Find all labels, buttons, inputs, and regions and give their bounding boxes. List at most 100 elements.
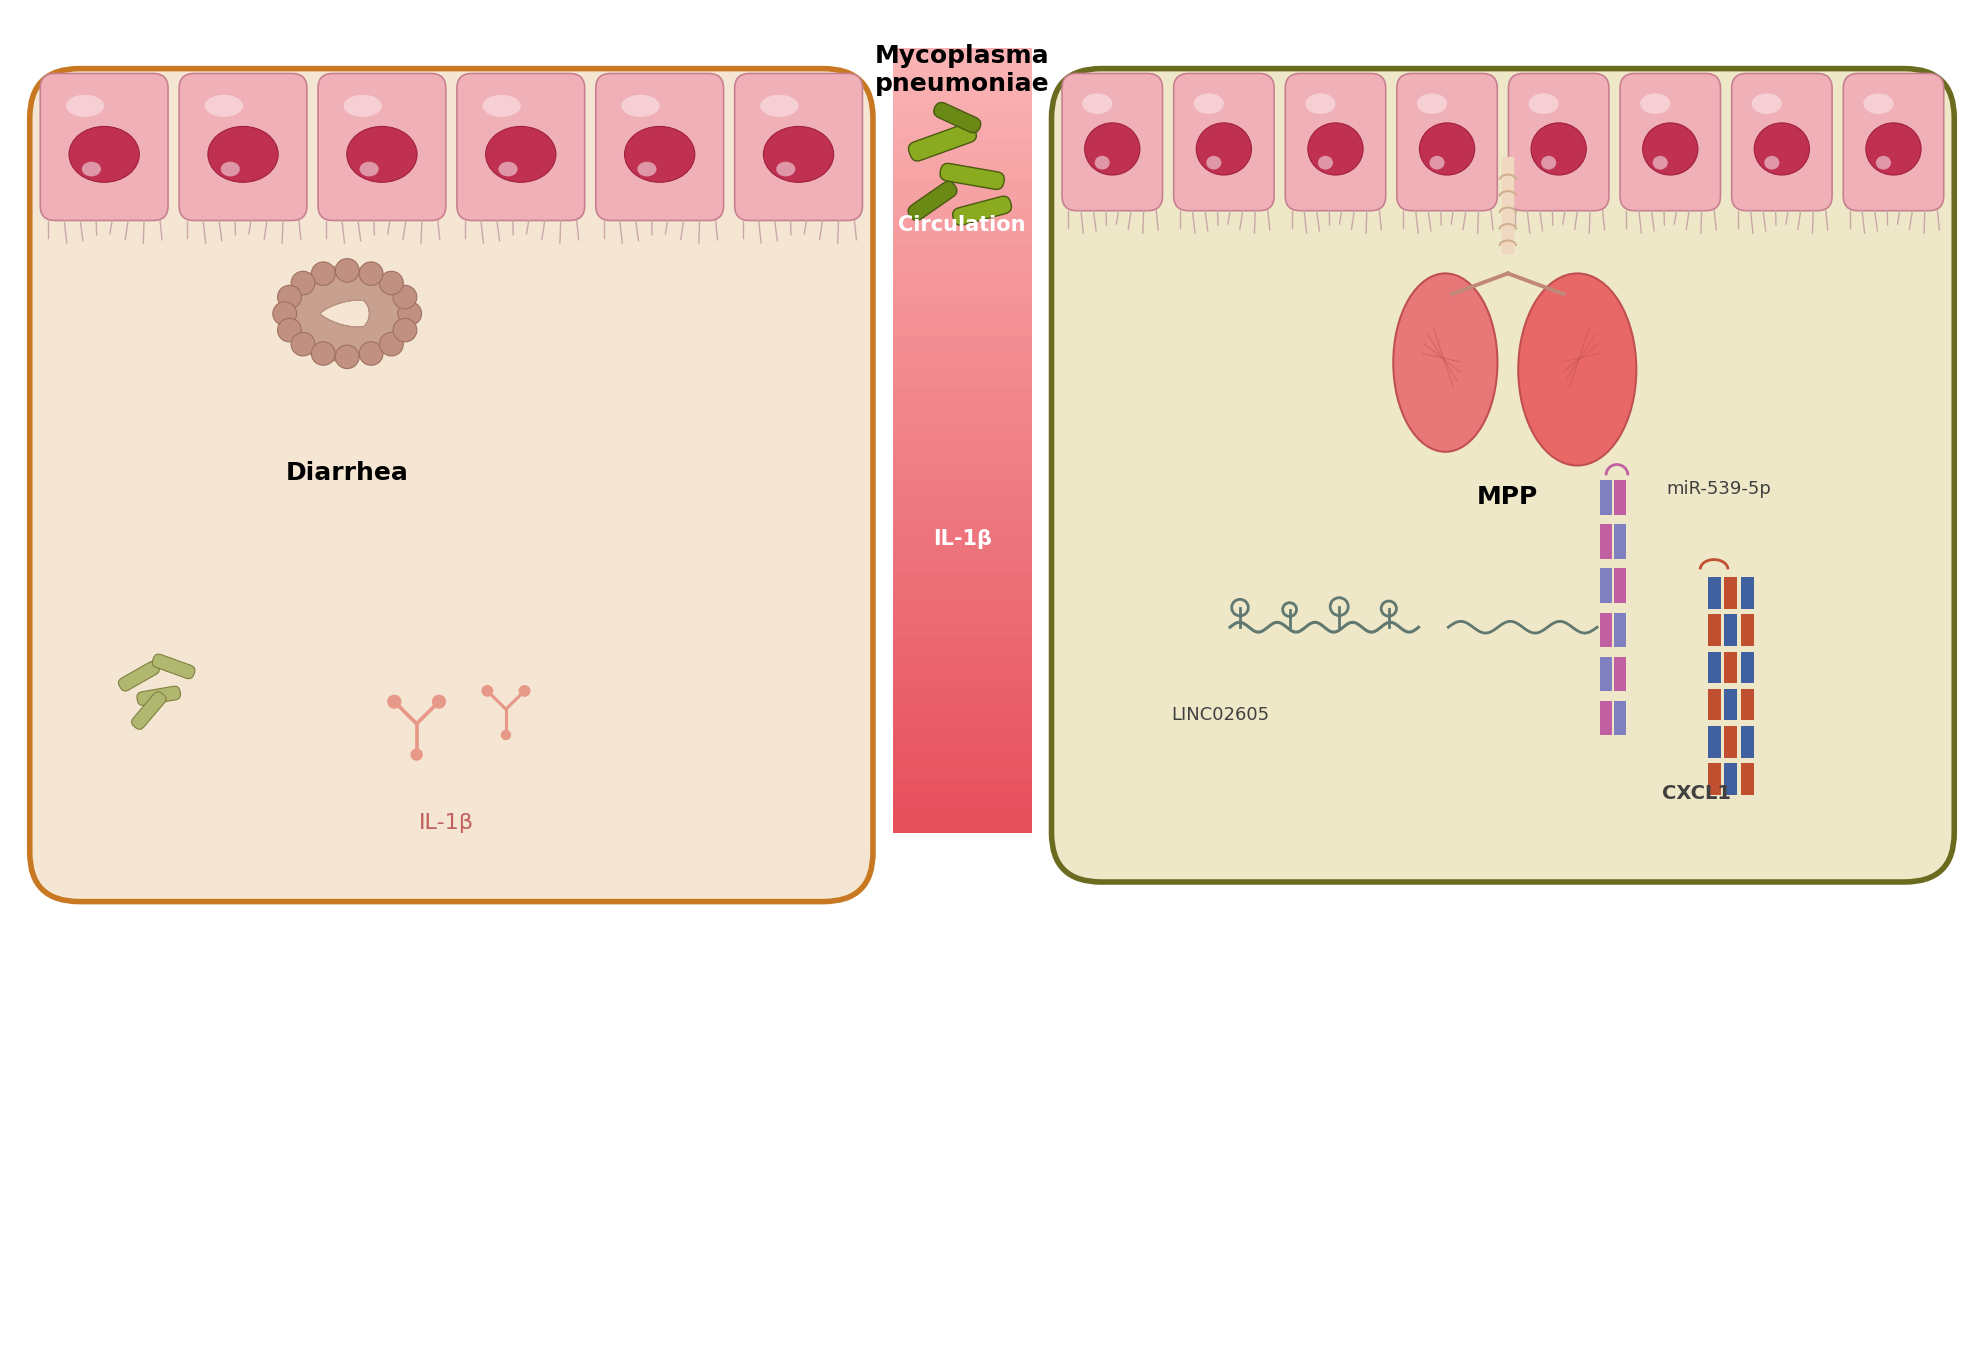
Ellipse shape bbox=[1518, 273, 1637, 465]
Ellipse shape bbox=[1754, 123, 1809, 176]
Bar bbox=[893, 466, 1032, 480]
Ellipse shape bbox=[1081, 93, 1113, 114]
FancyBboxPatch shape bbox=[595, 74, 724, 221]
Circle shape bbox=[278, 285, 302, 309]
Bar bbox=[893, 557, 1032, 572]
Text: miR-539-5p: miR-539-5p bbox=[1667, 480, 1772, 498]
Ellipse shape bbox=[1877, 156, 1891, 170]
Circle shape bbox=[387, 694, 401, 709]
Ellipse shape bbox=[486, 126, 556, 182]
Ellipse shape bbox=[220, 162, 240, 177]
Ellipse shape bbox=[1542, 156, 1555, 170]
Circle shape bbox=[274, 302, 298, 325]
Circle shape bbox=[518, 685, 530, 697]
Bar bbox=[1708, 689, 1720, 720]
Text: IL-1β: IL-1β bbox=[419, 814, 474, 833]
Circle shape bbox=[311, 262, 335, 285]
Bar bbox=[893, 204, 1032, 220]
Bar bbox=[1742, 578, 1754, 609]
Bar bbox=[893, 114, 1032, 128]
FancyBboxPatch shape bbox=[179, 74, 308, 221]
Ellipse shape bbox=[81, 162, 101, 177]
Bar bbox=[1742, 726, 1754, 757]
Circle shape bbox=[397, 302, 421, 325]
Ellipse shape bbox=[69, 126, 139, 182]
FancyBboxPatch shape bbox=[317, 74, 446, 221]
Bar bbox=[1742, 689, 1754, 720]
Circle shape bbox=[359, 262, 383, 285]
Ellipse shape bbox=[204, 95, 244, 117]
Circle shape bbox=[411, 749, 423, 760]
FancyBboxPatch shape bbox=[1397, 74, 1498, 211]
Ellipse shape bbox=[359, 162, 379, 177]
Bar bbox=[1599, 657, 1611, 691]
Ellipse shape bbox=[65, 95, 105, 117]
Bar bbox=[893, 178, 1032, 192]
FancyBboxPatch shape bbox=[456, 74, 585, 221]
Bar bbox=[893, 140, 1032, 154]
Ellipse shape bbox=[1194, 93, 1224, 114]
Bar bbox=[893, 348, 1032, 362]
Bar bbox=[893, 126, 1032, 140]
Polygon shape bbox=[1502, 156, 1514, 252]
Ellipse shape bbox=[1085, 123, 1141, 176]
Bar bbox=[1724, 689, 1738, 720]
Bar bbox=[893, 309, 1032, 324]
Bar bbox=[1599, 568, 1611, 602]
Bar bbox=[893, 701, 1032, 715]
Ellipse shape bbox=[347, 126, 417, 182]
Ellipse shape bbox=[1307, 123, 1363, 176]
Text: MPP: MPP bbox=[1478, 486, 1538, 509]
Circle shape bbox=[433, 694, 446, 709]
Bar bbox=[893, 623, 1032, 637]
Circle shape bbox=[393, 285, 417, 309]
Circle shape bbox=[292, 332, 315, 355]
Circle shape bbox=[278, 318, 302, 342]
Bar bbox=[893, 505, 1032, 520]
Bar bbox=[893, 715, 1032, 729]
FancyBboxPatch shape bbox=[137, 686, 181, 705]
Bar bbox=[893, 48, 1032, 62]
Bar bbox=[893, 611, 1032, 624]
Ellipse shape bbox=[764, 126, 833, 182]
Bar bbox=[893, 192, 1032, 206]
Bar bbox=[1599, 612, 1611, 646]
Circle shape bbox=[393, 318, 417, 342]
Circle shape bbox=[335, 346, 359, 369]
Bar bbox=[893, 440, 1032, 454]
Ellipse shape bbox=[760, 95, 798, 117]
Bar bbox=[1724, 615, 1738, 646]
Bar bbox=[1613, 612, 1625, 646]
FancyBboxPatch shape bbox=[909, 181, 956, 221]
Bar bbox=[893, 493, 1032, 506]
Bar bbox=[893, 805, 1032, 820]
Bar bbox=[893, 427, 1032, 440]
Bar bbox=[893, 230, 1032, 246]
Text: LINC02605: LINC02605 bbox=[1171, 705, 1270, 723]
Ellipse shape bbox=[776, 162, 796, 177]
FancyBboxPatch shape bbox=[1061, 74, 1163, 211]
Ellipse shape bbox=[1643, 123, 1698, 176]
Circle shape bbox=[311, 342, 335, 365]
Bar bbox=[893, 597, 1032, 611]
Text: CXCL1: CXCL1 bbox=[1663, 783, 1730, 803]
Circle shape bbox=[482, 685, 494, 697]
Bar bbox=[893, 244, 1032, 258]
Bar bbox=[893, 375, 1032, 388]
Bar bbox=[893, 689, 1032, 702]
Bar bbox=[893, 531, 1032, 546]
Bar bbox=[893, 583, 1032, 598]
Bar bbox=[893, 218, 1032, 232]
Bar bbox=[1599, 701, 1611, 735]
Ellipse shape bbox=[1532, 123, 1587, 176]
FancyBboxPatch shape bbox=[734, 74, 863, 221]
Bar bbox=[1599, 480, 1611, 514]
Bar bbox=[893, 401, 1032, 414]
Bar bbox=[893, 675, 1032, 689]
Bar bbox=[893, 753, 1032, 768]
Bar bbox=[1724, 763, 1738, 794]
Bar bbox=[893, 322, 1032, 336]
Bar bbox=[1724, 726, 1738, 757]
Ellipse shape bbox=[621, 95, 659, 117]
Bar bbox=[893, 767, 1032, 781]
